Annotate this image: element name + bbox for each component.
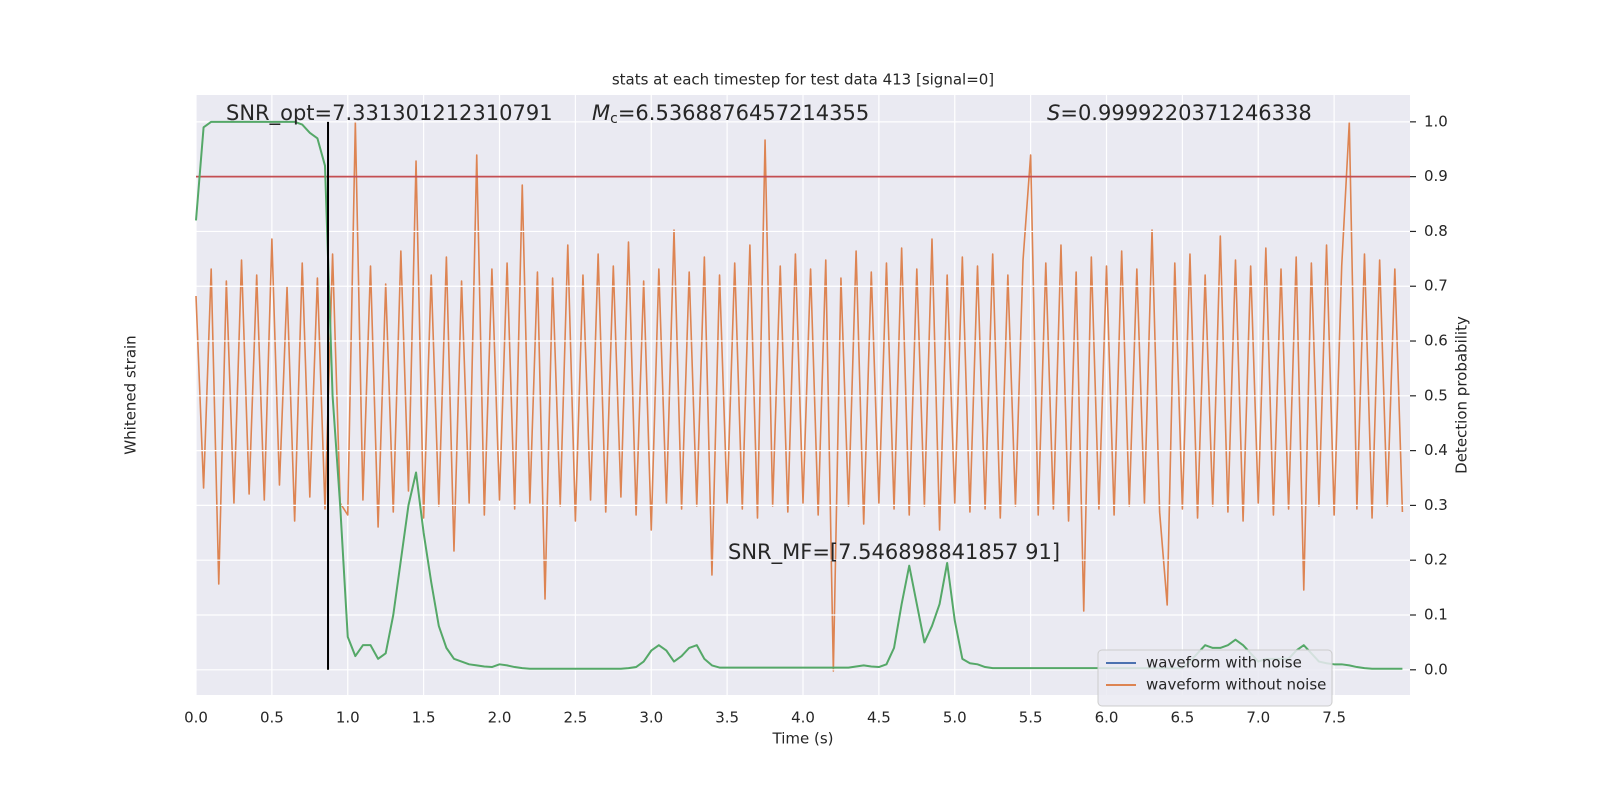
x-tick-label: 2.0 — [488, 709, 512, 727]
x-tick-label: 7.5 — [1322, 709, 1346, 727]
x-tick-label: 2.5 — [563, 709, 587, 727]
x-tick-label: 5.0 — [943, 709, 967, 727]
x-tick-label: 4.5 — [867, 709, 891, 727]
x-tick-label: 0.5 — [260, 709, 284, 727]
chart-title: stats at each timestep for test data 413… — [612, 71, 994, 89]
y2-tick-label: 0.0 — [1424, 660, 1448, 678]
annotation-symbol: M — [592, 101, 610, 125]
annotation: SNR_opt=7.331301212310791 — [226, 101, 553, 126]
y2-tick-label: 0.5 — [1424, 386, 1448, 404]
x-tick-label: 3.0 — [639, 709, 663, 727]
legend-label: waveform without noise — [1146, 676, 1326, 694]
x-tick-label: 6.5 — [1170, 709, 1194, 727]
x-tick-label: 1.0 — [336, 709, 360, 727]
series-line — [195, 121, 1404, 672]
over-layer — [195, 120, 1410, 671]
x-axis-label: Time (s) — [772, 730, 834, 748]
under-layer — [195, 95, 1404, 695]
y2-tick-label: 1.0 — [1424, 112, 1448, 130]
y2-tick-label: 0.4 — [1424, 441, 1448, 459]
annotation-text: =0.9999220371246338 — [1060, 101, 1311, 125]
y2-tick-label: 0.7 — [1424, 277, 1448, 295]
x-tick-label: 0.0 — [184, 709, 208, 727]
legend-box — [1097, 649, 1333, 707]
x-tick-label: 6.0 — [1095, 709, 1119, 727]
legend-label: waveform with noise — [1146, 654, 1302, 672]
annotation: Mc=6.5368876457214355 — [592, 101, 869, 127]
x-tick-label: 5.5 — [1019, 709, 1043, 727]
x-tick-label: 1.5 — [412, 709, 436, 727]
y-axis-label: Whitened strain — [122, 335, 140, 454]
annotation-symbol: S — [1047, 101, 1060, 125]
y2-tick-label: 0.6 — [1424, 332, 1448, 350]
x-tick-label: 3.5 — [715, 709, 739, 727]
annotation-subscript: c — [610, 111, 618, 127]
y2-tick-label: 0.2 — [1424, 551, 1448, 569]
x-tick-label: 7.0 — [1246, 709, 1270, 727]
y2-tick-label: 0.8 — [1424, 222, 1448, 240]
y2-tick-label: 0.9 — [1424, 167, 1448, 185]
annotation-text: =6.5368876457214355 — [618, 101, 869, 125]
x-tick-label: 4.0 — [791, 709, 815, 727]
annotation: S=0.9999220371246338 — [1047, 101, 1312, 125]
series-line — [195, 120, 1403, 670]
legend: waveform with noise waveform without nois… — [1097, 649, 1333, 707]
y2-axis-label: Detection probability — [1453, 316, 1471, 474]
y2-tick-label: 0.1 — [1424, 606, 1448, 624]
y2-tick-label: 0.3 — [1424, 496, 1448, 514]
annotation: SNR_MF=[7.546898841857 91] — [728, 540, 1060, 565]
